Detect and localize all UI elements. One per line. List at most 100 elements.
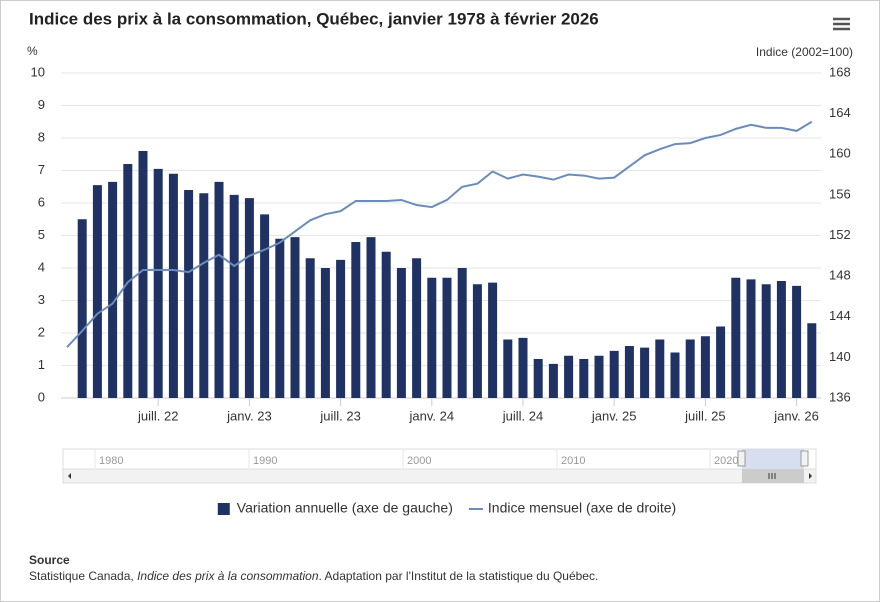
legend-label: Variation annuelle (axe de gauche) xyxy=(237,500,453,516)
line xyxy=(66,120,813,348)
bar xyxy=(214,181,224,398)
legend-item[interactable]: Indice mensuel (axe de droite) xyxy=(468,500,676,516)
bar xyxy=(472,284,482,398)
y2-tick-label: 140 xyxy=(829,349,851,364)
bar xyxy=(640,347,650,398)
y-tick-label: 9 xyxy=(38,97,45,112)
chart: Indice des prix à la consommation, Québe… xyxy=(27,9,853,516)
y2-tick-label: 164 xyxy=(829,105,851,120)
bar xyxy=(776,281,786,398)
y-tick-label: 10 xyxy=(31,64,45,79)
y2-tick-label: 168 xyxy=(829,64,851,79)
x-tick-label: juill. 24 xyxy=(502,408,543,423)
bar xyxy=(624,346,634,398)
bar xyxy=(685,339,695,398)
x-tick-label: janv. 24 xyxy=(409,408,455,423)
bar xyxy=(184,190,194,398)
bar xyxy=(77,219,87,398)
y-tick-label: 7 xyxy=(38,162,45,177)
y-tick-label: 8 xyxy=(38,129,45,144)
menu-button[interactable] xyxy=(831,15,851,33)
x-tick-label: janv. 25 xyxy=(591,408,637,423)
bar xyxy=(609,350,619,398)
bar xyxy=(716,326,726,398)
y-tick-label: 3 xyxy=(38,292,45,307)
legend-item[interactable]: Variation annuelle (axe de gauche) xyxy=(217,500,453,516)
bar xyxy=(670,352,680,398)
navigator-handle[interactable] xyxy=(737,450,746,467)
y2-tick-label: 156 xyxy=(829,186,851,201)
chart-title: Indice des prix à la consommation, Québe… xyxy=(29,9,599,28)
source-text: Statistique Canada, Indice des prix à la… xyxy=(29,568,598,584)
bar xyxy=(244,198,254,398)
scrollbar-grip xyxy=(768,473,776,479)
legend-label: Indice mensuel (axe de droite) xyxy=(488,500,676,516)
bar xyxy=(807,323,817,398)
source-prefix: Statistique Canada, xyxy=(29,569,138,583)
bar xyxy=(518,337,528,398)
bar xyxy=(305,258,315,398)
bar xyxy=(412,258,422,398)
scroll-left[interactable] xyxy=(68,473,71,479)
y-tick-label: 0 xyxy=(38,389,45,404)
bar xyxy=(761,284,771,398)
bar xyxy=(366,237,376,398)
bar xyxy=(396,268,406,398)
bar xyxy=(168,173,178,398)
navigator-label: 1990 xyxy=(253,455,277,467)
y-tick-label: 6 xyxy=(38,194,45,209)
navigator-label: 1980 xyxy=(99,455,123,467)
y2-tick-label: 160 xyxy=(829,146,851,161)
bar xyxy=(503,339,513,398)
bar xyxy=(442,277,452,398)
x-tick-label: juill. 22 xyxy=(137,408,178,423)
scrollbar-thumb[interactable] xyxy=(742,469,804,483)
scroll-right[interactable] xyxy=(809,473,812,479)
x-tick-label: janv. 26 xyxy=(773,408,819,423)
y2-tick-label: 152 xyxy=(829,227,851,242)
y-tick-label: 5 xyxy=(38,227,45,242)
bar xyxy=(533,359,543,398)
y2-tick-label: 144 xyxy=(829,308,851,323)
bar xyxy=(564,355,574,398)
bar xyxy=(655,339,665,398)
x-tick-label: juill. 25 xyxy=(684,408,725,423)
bar xyxy=(488,282,498,398)
navigator[interactable] xyxy=(62,448,817,470)
bar xyxy=(229,194,239,398)
bar xyxy=(290,237,300,398)
y2-tick-label: 136 xyxy=(829,389,851,404)
bar xyxy=(320,268,330,398)
navigator-selection[interactable] xyxy=(742,449,804,469)
bar xyxy=(700,336,710,398)
scrollbar[interactable] xyxy=(62,468,817,484)
x-tick-label: juill. 23 xyxy=(319,408,360,423)
bar xyxy=(381,251,391,398)
bar xyxy=(336,259,346,398)
bar xyxy=(138,151,148,398)
source-publication: Indice des prix à la consommation xyxy=(137,569,319,583)
legend-symbol xyxy=(217,503,230,515)
bar xyxy=(427,277,437,398)
source: Source Statistique Canada, Indice des pr… xyxy=(29,552,598,584)
x-tick-label: janv. 23 xyxy=(226,408,272,423)
bar xyxy=(792,285,802,398)
navigator-handle[interactable] xyxy=(800,450,809,467)
navigator-label: 2000 xyxy=(407,455,431,467)
y-tick-label: 4 xyxy=(38,259,45,274)
bar xyxy=(351,242,361,398)
legend: Variation annuelle (axe de gauche) Indice… xyxy=(217,500,676,516)
bar xyxy=(199,193,209,398)
y-axis-title: % xyxy=(27,44,38,58)
plot xyxy=(61,72,821,406)
bar xyxy=(275,238,285,398)
y2-tick-label: 148 xyxy=(829,268,851,283)
source-title: Source xyxy=(29,553,70,567)
bar xyxy=(108,181,118,398)
bar xyxy=(92,185,102,398)
bar xyxy=(594,355,604,398)
bar xyxy=(260,214,270,398)
navigator-label: 2020 xyxy=(714,455,738,467)
source-suffix: . Adaptation par l'Institut de la statis… xyxy=(318,569,599,583)
